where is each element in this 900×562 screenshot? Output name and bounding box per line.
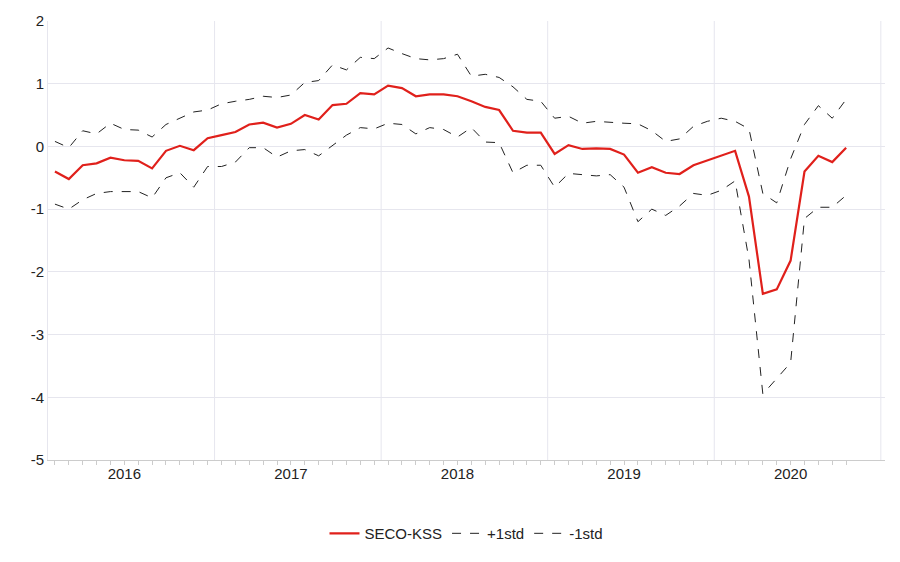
svg-text:-1: -1 (31, 200, 44, 217)
svg-text:-1std: -1std (569, 525, 602, 542)
svg-text:0: 0 (36, 138, 44, 155)
svg-text:2019: 2019 (607, 465, 640, 482)
svg-text:SECO-KSS: SECO-KSS (365, 525, 443, 542)
svg-text:-2: -2 (31, 263, 44, 280)
svg-text:1: 1 (36, 75, 44, 92)
svg-text:2018: 2018 (441, 465, 474, 482)
svg-text:+1std: +1std (487, 525, 524, 542)
svg-text:-4: -4 (31, 389, 44, 406)
svg-text:2: 2 (36, 12, 44, 29)
svg-text:2020: 2020 (774, 465, 807, 482)
svg-text:2016: 2016 (108, 465, 141, 482)
svg-text:2017: 2017 (274, 465, 307, 482)
svg-text:-5: -5 (31, 451, 44, 468)
svg-text:-3: -3 (31, 326, 44, 343)
